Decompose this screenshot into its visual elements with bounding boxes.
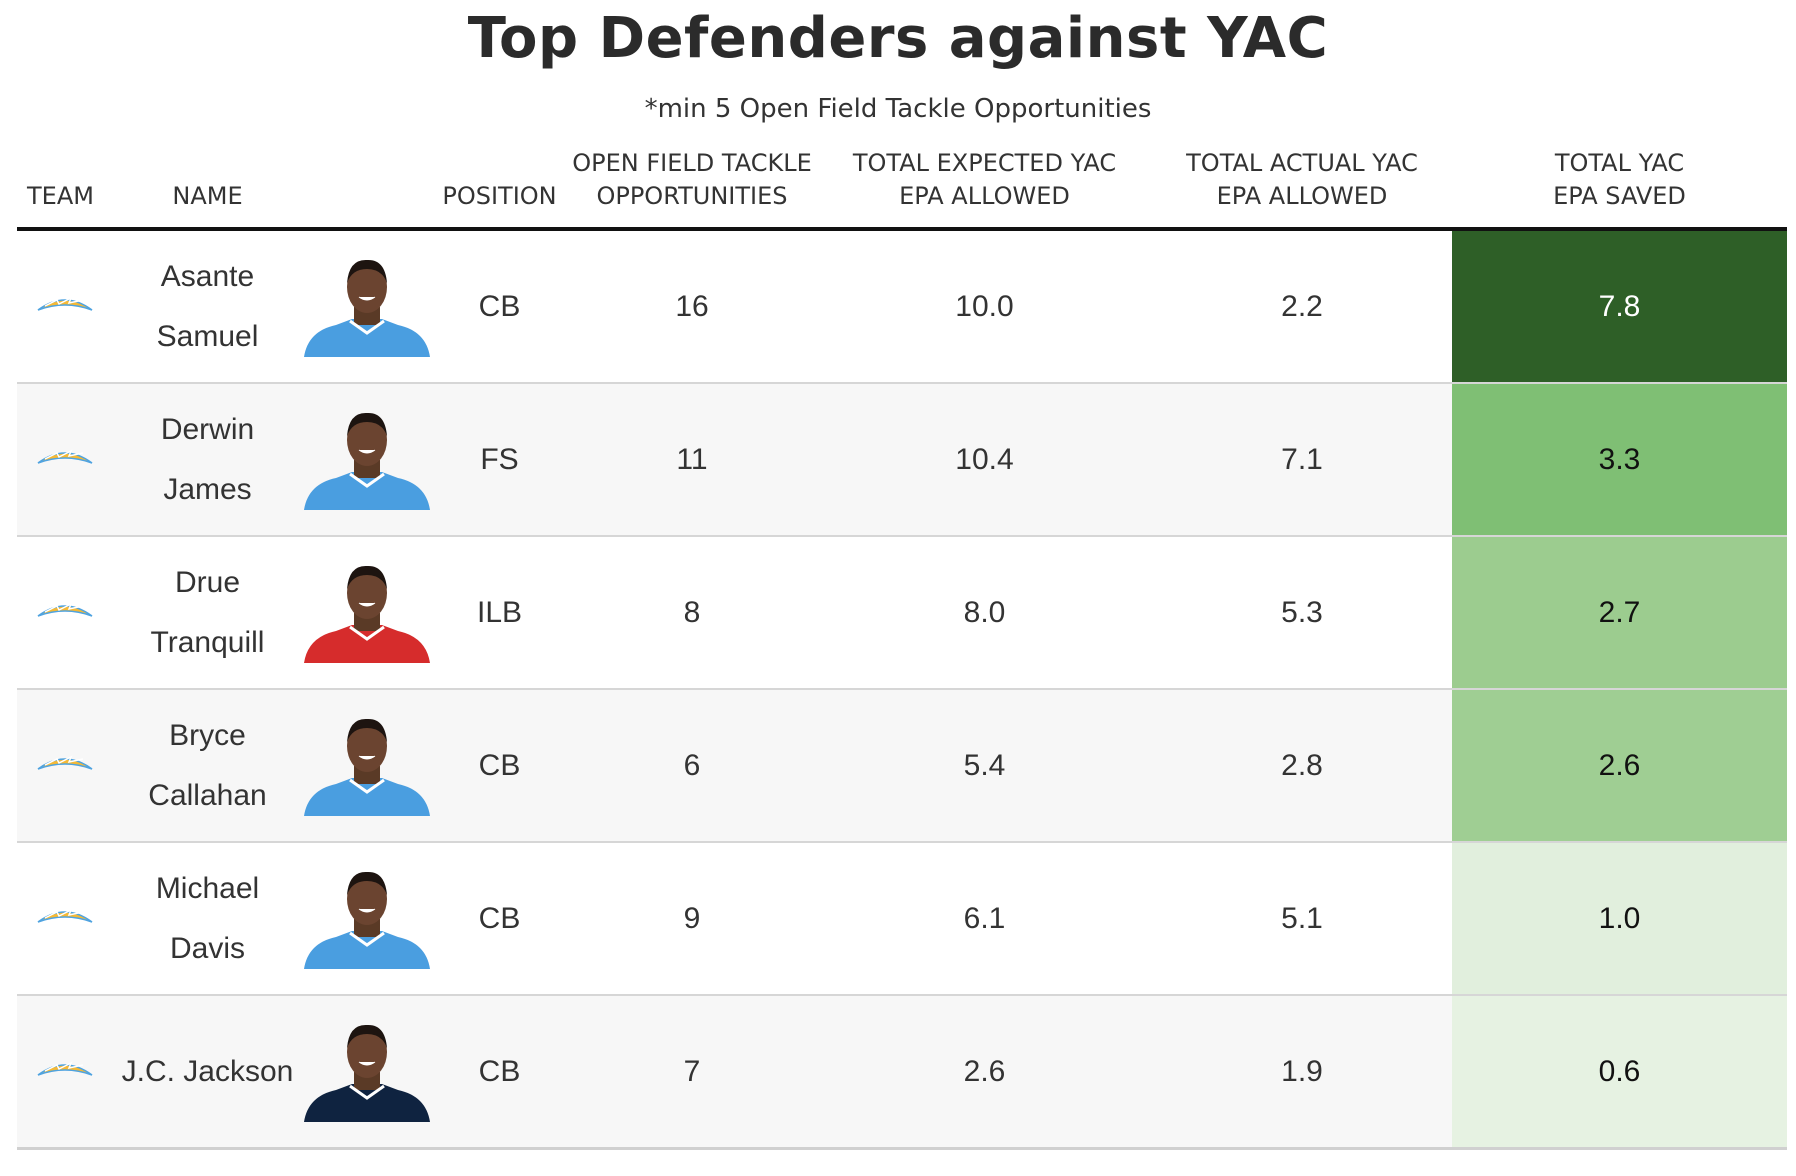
- chargers-logo-icon: [37, 907, 93, 923]
- defenders-table: TEAM NAME POSITION OPEN FIELD TACKLE OPPO…: [17, 140, 1787, 1150]
- chargers-logo-icon: [37, 448, 93, 464]
- table-row: J.C. Jackson CB 7 2.6 1.9 0.6: [17, 995, 1787, 1150]
- table-row: Asante Samuel CB 16 10.0 2.2 7.8: [17, 229, 1787, 384]
- header-saved: TOTAL YAC EPA SAVED: [1452, 140, 1787, 231]
- saved-epa-cell: 7.8: [1452, 229, 1787, 384]
- expected-epa-cell: 5.4: [817, 689, 1152, 843]
- player-name-line2: James: [163, 472, 252, 506]
- header-actual-line1: TOTAL ACTUAL YAC: [1186, 149, 1418, 177]
- chart-title: Top Defenders against YAC: [467, 6, 1329, 71]
- opportunities-cell: 8: [567, 536, 817, 690]
- player-name: Michael Davis: [113, 842, 302, 996]
- expected-epa-cell: 2.6: [817, 995, 1152, 1150]
- table-row: Michael Davis CB 9 6.1 5.1 1.0: [17, 842, 1787, 996]
- saved-epa-cell: 2.6: [1452, 689, 1787, 843]
- chargers-logo-icon: [37, 1060, 93, 1076]
- player-headshot-chargers: [304, 412, 430, 510]
- opportunities-cell: 9: [567, 842, 817, 996]
- header-opportunities: OPEN FIELD TACKLE OPPORTUNITIES: [567, 140, 817, 231]
- saved-epa-cell: 3.3: [1452, 383, 1787, 537]
- header-expected-line1: TOTAL EXPECTED YAC: [852, 149, 1117, 177]
- table-row: Derwin James FS 11 10.4 7.1 3.3: [17, 383, 1787, 537]
- player-headshot-chargers: [304, 259, 430, 357]
- player-headshot-chargers: [304, 871, 430, 969]
- header-saved-line2: EPA SAVED: [1553, 182, 1686, 210]
- saved-epa-cell: 1.0: [1452, 842, 1787, 996]
- saved-epa-cell: 0.6: [1452, 995, 1787, 1150]
- table-body: Asante Samuel CB 16 10.0 2.2 7.8 Derwin James FS 1…: [17, 229, 1787, 1150]
- player-photo: [302, 536, 432, 690]
- player-headshot-chargers: [304, 718, 430, 816]
- player-name: J.C. Jackson: [113, 995, 302, 1150]
- player-photo: [302, 842, 432, 996]
- position-cell: FS: [432, 383, 567, 537]
- chargers-logo-icon: [37, 601, 93, 617]
- player-name: Derwin James: [113, 383, 302, 537]
- header-name: NAME: [113, 140, 302, 231]
- position-cell: ILB: [432, 536, 567, 690]
- header-team: TEAM: [17, 140, 113, 231]
- position-cell: CB: [432, 995, 567, 1150]
- header-photo: [302, 140, 432, 231]
- player-name-line1: Drue: [174, 565, 241, 599]
- opportunities-cell: 7: [567, 995, 817, 1150]
- expected-epa-cell: 8.0: [817, 536, 1152, 690]
- actual-epa-cell: 7.1: [1152, 383, 1452, 537]
- player-name-line1: Bryce: [169, 718, 246, 752]
- player-name-line2: Tranquill: [150, 625, 265, 659]
- player-name: Bryce Callahan: [113, 689, 302, 843]
- actual-epa-cell: 1.9: [1152, 995, 1452, 1150]
- actual-epa-cell: 2.8: [1152, 689, 1452, 843]
- team-cell: [17, 229, 113, 384]
- actual-epa-cell: 5.3: [1152, 536, 1452, 690]
- team-cell: [17, 995, 113, 1150]
- header-opportunities-line2: OPPORTUNITIES: [596, 182, 788, 210]
- player-name-line2: Davis: [169, 931, 245, 965]
- team-cell: [17, 842, 113, 996]
- opportunities-cell: 11: [567, 383, 817, 537]
- position-cell: CB: [432, 689, 567, 843]
- player-name-line1: Derwin: [160, 412, 255, 446]
- header-position: POSITION: [432, 140, 567, 231]
- player-name-line1: Michael: [155, 871, 260, 905]
- position-cell: CB: [432, 842, 567, 996]
- team-cell: [17, 536, 113, 690]
- position-cell: CB: [432, 229, 567, 384]
- player-photo: [302, 995, 432, 1150]
- chart-subtitle: *min 5 Open Field Tackle Opportunities: [644, 94, 1152, 124]
- player-headshot-patriots: [304, 1024, 430, 1122]
- player-name-line2: Callahan: [148, 778, 267, 812]
- header-actual-line2: EPA ALLOWED: [1216, 182, 1388, 210]
- expected-epa-cell: 10.4: [817, 383, 1152, 537]
- table-row: Drue Tranquill ILB 8 8.0 5.3 2.7: [17, 536, 1787, 690]
- player-name-line1: Asante: [160, 259, 255, 293]
- player-name-line2: Samuel: [156, 319, 259, 353]
- opportunities-cell: 16: [567, 229, 817, 384]
- player-photo: [302, 229, 432, 384]
- header-actual: TOTAL ACTUAL YAC EPA ALLOWED: [1152, 140, 1452, 231]
- team-cell: [17, 689, 113, 843]
- header-expected: TOTAL EXPECTED YAC EPA ALLOWED: [817, 140, 1152, 231]
- table-row: Bryce Callahan CB 6 5.4 2.8 2.6: [17, 689, 1787, 843]
- player-photo: [302, 689, 432, 843]
- saved-epa-cell: 2.7: [1452, 536, 1787, 690]
- header-saved-line1: TOTAL YAC: [1554, 149, 1685, 177]
- player-headshot-chiefs: [304, 565, 430, 663]
- actual-epa-cell: 2.2: [1152, 229, 1452, 384]
- expected-epa-cell: 6.1: [817, 842, 1152, 996]
- header-expected-line2: EPA ALLOWED: [899, 182, 1070, 210]
- chargers-logo-icon: [37, 754, 93, 770]
- player-name: Asante Samuel: [113, 229, 302, 384]
- header-opportunities-line1: OPEN FIELD TACKLE: [572, 149, 812, 177]
- actual-epa-cell: 5.1: [1152, 842, 1452, 996]
- chargers-logo-icon: [37, 295, 93, 311]
- opportunities-cell: 6: [567, 689, 817, 843]
- player-name-line1: J.C. Jackson: [121, 1054, 294, 1088]
- table-header-row: TEAM NAME POSITION OPEN FIELD TACKLE OPPO…: [17, 140, 1787, 231]
- player-photo: [302, 383, 432, 537]
- team-cell: [17, 383, 113, 537]
- expected-epa-cell: 10.0: [817, 229, 1152, 384]
- player-name: Drue Tranquill: [113, 536, 302, 690]
